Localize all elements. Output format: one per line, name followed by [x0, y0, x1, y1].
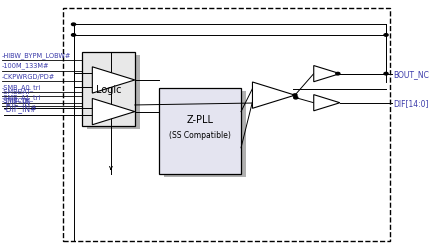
Text: BOUT_NC: BOUT_NC — [394, 70, 429, 79]
Text: -SMBDAT: -SMBDAT — [2, 88, 32, 94]
Circle shape — [384, 35, 388, 37]
Circle shape — [71, 35, 76, 37]
Polygon shape — [314, 66, 340, 82]
Text: -SMBCLK: -SMBCLK — [2, 98, 31, 104]
Circle shape — [294, 97, 298, 100]
Text: -SMB_A0_tri: -SMB_A0_tri — [2, 83, 41, 90]
Text: -DIF_IN: -DIF_IN — [4, 96, 31, 105]
Text: -CKPWRGD/PD#: -CKPWRGD/PD# — [2, 74, 55, 80]
Polygon shape — [314, 95, 340, 111]
Text: DIF[14:0]: DIF[14:0] — [394, 99, 429, 108]
FancyBboxPatch shape — [159, 88, 241, 174]
Circle shape — [336, 73, 340, 76]
Text: -SMB_A1_tri: -SMB_A1_tri — [2, 94, 41, 101]
Polygon shape — [92, 99, 135, 125]
FancyBboxPatch shape — [86, 56, 140, 129]
Text: -100M_133M#: -100M_133M# — [2, 62, 50, 69]
Text: (SS Compatible): (SS Compatible) — [169, 130, 231, 139]
Polygon shape — [252, 83, 295, 109]
Polygon shape — [92, 68, 135, 94]
Circle shape — [71, 24, 76, 26]
FancyBboxPatch shape — [164, 91, 246, 177]
Text: Logic: Logic — [95, 84, 121, 94]
Text: -DIF_IN#: -DIF_IN# — [4, 104, 38, 113]
Text: -HIBW_BYPM_LOBW#: -HIBW_BYPM_LOBW# — [2, 52, 71, 58]
FancyBboxPatch shape — [82, 53, 135, 126]
Text: Z-PLL: Z-PLL — [187, 115, 214, 125]
Circle shape — [384, 73, 388, 76]
Circle shape — [293, 94, 297, 97]
